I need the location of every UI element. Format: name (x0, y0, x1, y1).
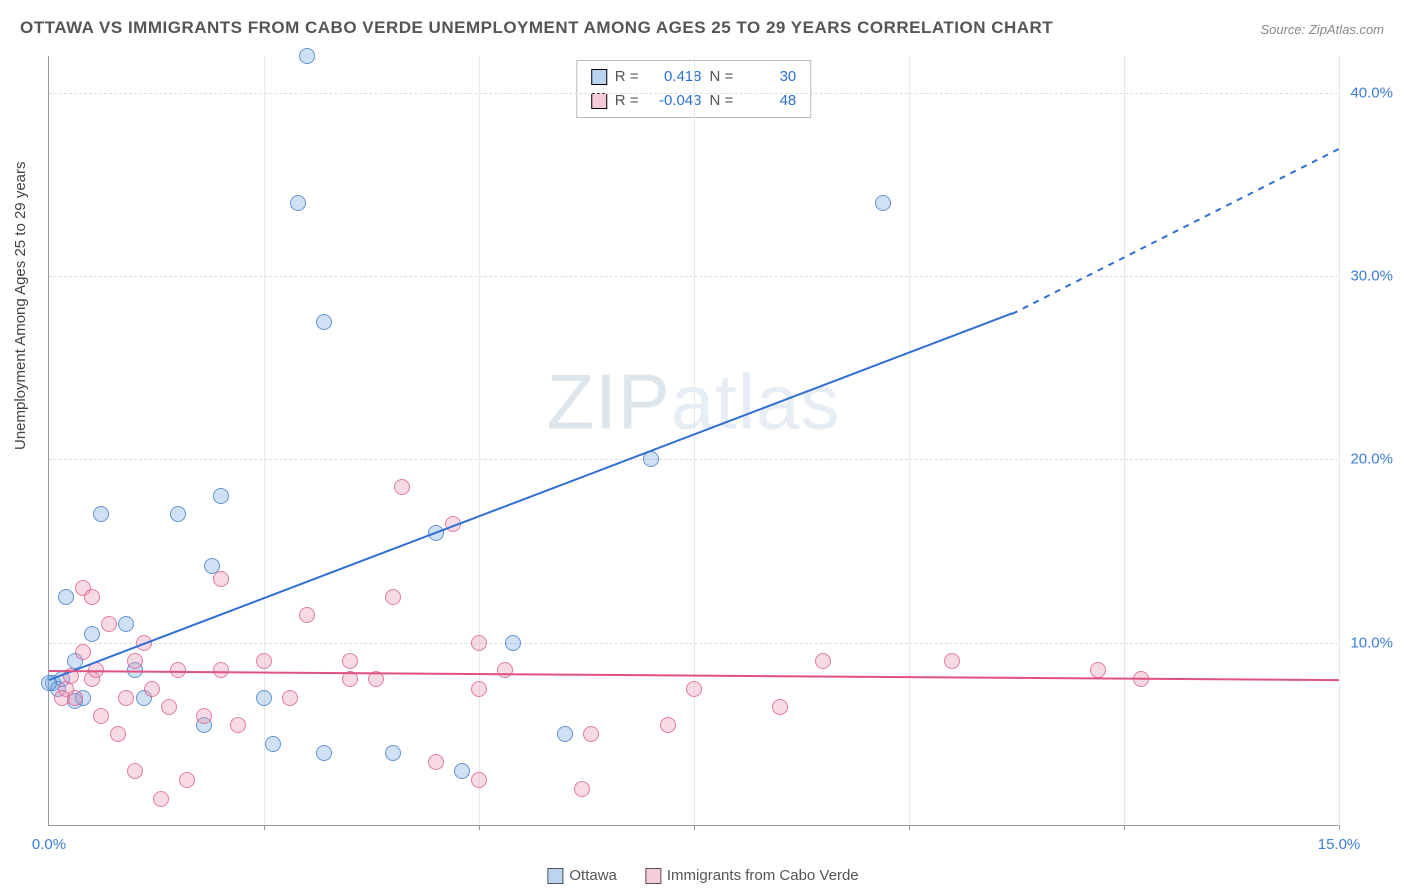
swatch-ottawa-icon (591, 69, 607, 85)
data-point (144, 681, 160, 697)
series-legend: Ottawa Immigrants from Cabo Verde (547, 867, 858, 884)
y-tick-label: 30.0% (1350, 268, 1393, 285)
data-point (84, 589, 100, 605)
y-tick-label: 40.0% (1350, 84, 1393, 101)
data-point (471, 635, 487, 651)
source-attribution: Source: ZipAtlas.com (1260, 22, 1384, 37)
scatter-plot-area: ZIPatlas R = 0.418 N = 30 R = -0.043 N =… (48, 56, 1338, 826)
gridline (909, 56, 910, 825)
data-point (1090, 662, 1106, 678)
data-point (256, 653, 272, 669)
tick-mark (694, 825, 695, 830)
trend-line (49, 313, 1013, 682)
data-point (127, 653, 143, 669)
data-point (772, 699, 788, 715)
swatch-cabo-verde-icon (645, 868, 661, 884)
stats-r-label: R = (615, 65, 639, 89)
tick-mark (1124, 825, 1125, 830)
data-point (316, 314, 332, 330)
data-point (583, 726, 599, 742)
tick-mark (1339, 825, 1340, 830)
data-point (256, 690, 272, 706)
data-point (58, 589, 74, 605)
data-point (196, 708, 212, 724)
gridline (694, 56, 695, 825)
data-point (179, 772, 195, 788)
swatch-ottawa-icon (547, 868, 563, 884)
data-point (875, 195, 891, 211)
gridline (1124, 56, 1125, 825)
stats-n-label: N = (710, 65, 734, 89)
data-point (118, 616, 134, 632)
legend-item-ottawa: Ottawa (547, 867, 617, 884)
data-point (944, 653, 960, 669)
data-point (299, 48, 315, 64)
data-point (213, 571, 229, 587)
data-point (265, 736, 281, 752)
data-point (299, 607, 315, 623)
y-tick-label: 20.0% (1350, 451, 1393, 468)
data-point (84, 626, 100, 642)
data-point (161, 699, 177, 715)
swatch-cabo-verde-icon (591, 93, 607, 109)
data-point (505, 635, 521, 651)
data-point (230, 717, 246, 733)
x-tick-label: 15.0% (1318, 836, 1361, 853)
data-point (118, 690, 134, 706)
data-point (454, 763, 470, 779)
data-point (127, 763, 143, 779)
legend-item-cabo-verde: Immigrants from Cabo Verde (645, 867, 859, 884)
data-point (153, 791, 169, 807)
data-point (497, 662, 513, 678)
data-point (213, 662, 229, 678)
data-point (342, 653, 358, 669)
gridline (1339, 56, 1340, 825)
data-point (385, 745, 401, 761)
data-point (815, 653, 831, 669)
tick-mark (264, 825, 265, 830)
data-point (557, 726, 573, 742)
data-point (471, 772, 487, 788)
stats-n-value: 30 (741, 65, 796, 89)
gridline (479, 56, 480, 825)
data-point (75, 644, 91, 660)
data-point (282, 690, 298, 706)
y-tick-label: 10.0% (1350, 634, 1393, 651)
data-point (428, 754, 444, 770)
data-point (213, 488, 229, 504)
data-point (471, 681, 487, 697)
data-point (574, 781, 590, 797)
data-point (93, 708, 109, 724)
data-point (93, 506, 109, 522)
data-point (686, 681, 702, 697)
data-point (54, 690, 70, 706)
data-point (110, 726, 126, 742)
trend-line (1012, 148, 1340, 315)
data-point (385, 589, 401, 605)
data-point (394, 479, 410, 495)
y-axis-label: Unemployment Among Ages 25 to 29 years (12, 161, 29, 450)
data-point (290, 195, 306, 211)
data-point (101, 616, 117, 632)
chart-title: OTTAWA VS IMMIGRANTS FROM CABO VERDE UNE… (20, 18, 1053, 38)
tick-mark (479, 825, 480, 830)
x-tick-label: 0.0% (32, 836, 66, 853)
gridline (264, 56, 265, 825)
data-point (316, 745, 332, 761)
data-point (170, 506, 186, 522)
data-point (660, 717, 676, 733)
tick-mark (909, 825, 910, 830)
